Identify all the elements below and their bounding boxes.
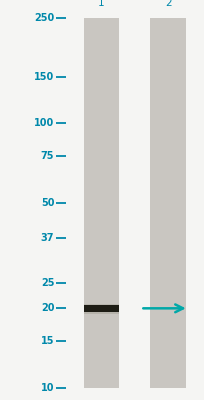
Text: 20: 20 (41, 303, 54, 313)
Text: 50: 50 (41, 198, 54, 208)
Bar (83, 312, 119, 314)
Text: 25: 25 (41, 278, 54, 288)
Text: 15: 15 (41, 336, 54, 346)
Text: 250: 250 (34, 13, 54, 23)
Text: 37: 37 (41, 233, 54, 243)
Bar (149, 18, 185, 388)
Text: 150: 150 (34, 72, 54, 82)
Bar (83, 18, 119, 388)
Text: 100: 100 (34, 118, 54, 128)
Text: 75: 75 (41, 151, 54, 161)
Text: 10: 10 (41, 383, 54, 393)
Bar (83, 305, 119, 312)
Bar (83, 304, 119, 306)
Text: 2: 2 (164, 0, 171, 8)
Text: 1: 1 (98, 0, 104, 8)
